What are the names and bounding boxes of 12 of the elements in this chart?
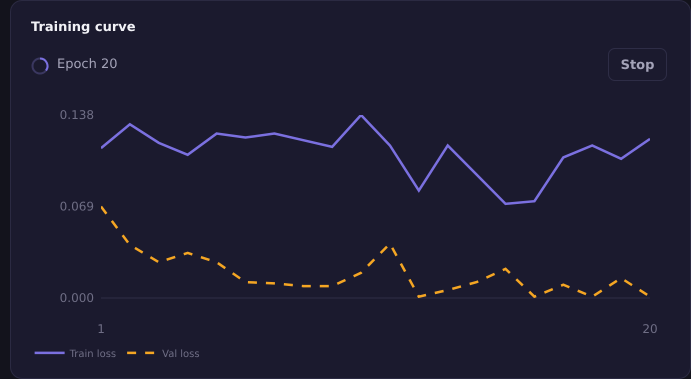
x-tick-label: 20 — [642, 322, 658, 336]
y-tick-label: 0.069 — [60, 200, 94, 214]
x-tick-label: 1 — [97, 322, 105, 336]
line-series — [101, 205, 650, 298]
text: Stop — [608, 48, 667, 81]
line-series — [101, 115, 650, 206]
text: Epoch 20 — [57, 57, 118, 72]
legend-label: Val loss — [162, 348, 200, 360]
y-tick-label: 0.138 — [60, 108, 94, 122]
legend-label: Train loss — [68, 348, 116, 360]
chart-title: Training curve — [31, 20, 136, 35]
y-tick-label: 0.000 — [60, 291, 94, 306]
